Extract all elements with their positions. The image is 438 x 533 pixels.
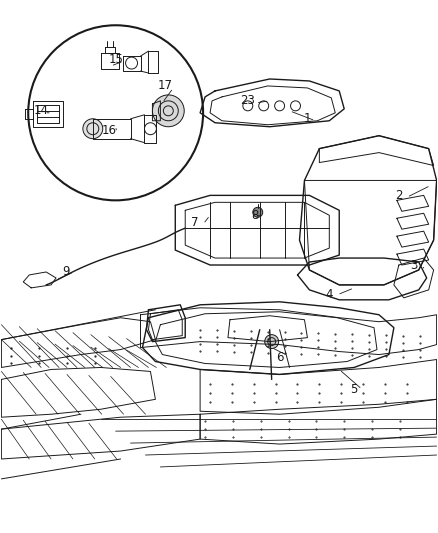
- Text: 3: 3: [410, 259, 417, 271]
- Text: 8: 8: [251, 209, 258, 222]
- Text: 15: 15: [108, 53, 123, 66]
- Circle shape: [253, 207, 263, 217]
- Text: 7: 7: [191, 216, 199, 229]
- Text: 17: 17: [158, 79, 173, 92]
- Circle shape: [152, 95, 184, 127]
- Circle shape: [83, 119, 103, 139]
- Text: 5: 5: [350, 383, 358, 396]
- Text: 14: 14: [34, 104, 49, 117]
- Circle shape: [265, 335, 279, 349]
- Text: 4: 4: [325, 288, 333, 301]
- Text: 6: 6: [276, 351, 283, 364]
- Text: 23: 23: [240, 94, 255, 107]
- Text: 9: 9: [62, 265, 70, 278]
- Text: 2: 2: [395, 189, 403, 202]
- Text: 1: 1: [304, 112, 311, 125]
- Circle shape: [28, 25, 203, 200]
- Text: 16: 16: [101, 124, 116, 137]
